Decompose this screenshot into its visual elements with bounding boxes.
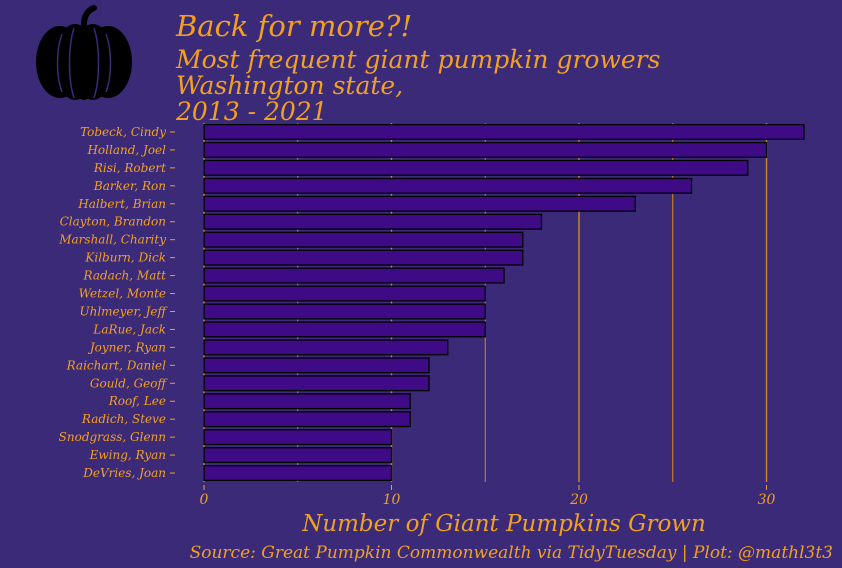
bar	[203, 249, 524, 266]
pumpkin-icon	[36, 5, 132, 100]
y-tick-label: LaRue, Jack	[92, 322, 166, 336]
y-tick-label: Risi, Robert	[93, 161, 166, 175]
y-tick-label: Tobeck, Cindy	[80, 125, 166, 139]
bar	[203, 195, 636, 212]
chart-subtitle-line-1: Most frequent giant pumpkin growers	[175, 45, 660, 74]
bar	[203, 213, 543, 230]
y-tick-label: Wetzel, Monte	[79, 287, 166, 301]
y-tick-label: Radich, Steve	[81, 412, 166, 426]
grid-lines	[203, 123, 768, 482]
bar	[203, 447, 393, 464]
bar	[203, 267, 505, 284]
chart-subtitle-line-2: Washington state,	[176, 71, 403, 100]
y-tick-label: Raichart, Daniel	[66, 358, 167, 372]
x-tick-label: 20	[569, 492, 588, 508]
bar	[203, 285, 486, 302]
chart-title: Back for more?!	[175, 9, 412, 43]
bar	[203, 339, 449, 356]
bar	[203, 231, 524, 248]
y-tick-label: Barker, Ron	[93, 179, 166, 193]
bars	[203, 123, 805, 482]
bar	[203, 393, 411, 410]
y-tick-label: Radach, Matt	[83, 269, 167, 283]
chart-caption: Source: Great Pumpkin Commonwealth via T…	[190, 543, 833, 563]
y-tick-label: DeVries, Joan	[82, 466, 166, 480]
bar	[203, 321, 486, 338]
y-tick-label: Ewing, Ryan	[89, 448, 166, 462]
x-tick-label: 0	[200, 492, 209, 508]
x-tick-label: 10	[383, 492, 401, 508]
y-tick-label: Uhlmeyer, Jeff	[79, 304, 168, 318]
y-tick-label: Gould, Geoff	[90, 376, 169, 390]
bar	[203, 303, 486, 320]
y-tick-label: Kilburn, Dick	[84, 251, 166, 265]
y-tick-label: Roof, Lee	[108, 394, 166, 408]
y-tick-label: Halbert, Brian	[77, 197, 166, 211]
bar	[203, 465, 393, 482]
y-tick-label: Clayton, Brandon	[60, 215, 166, 229]
bar	[203, 375, 430, 392]
x-tick-label: 30	[758, 492, 776, 508]
y-axis-labels: Tobeck, Cindy Holland, Joel Risi, Robert Ba…	[58, 125, 175, 480]
y-tick-label: Marshall, Charity	[58, 233, 166, 247]
bar	[203, 429, 393, 446]
x-axis-ticks: 0 10 20 30	[200, 485, 776, 508]
bar	[203, 177, 693, 194]
y-tick-label: Joyner, Ryan	[87, 340, 166, 354]
bar	[203, 159, 749, 176]
y-tick-label: Holland, Joel	[86, 143, 166, 157]
y-tick-label: Snodgrass, Glenn	[59, 430, 166, 444]
x-axis-title: Number of Giant Pumpkins Grown	[301, 511, 706, 537]
bar	[203, 141, 768, 158]
bar	[203, 123, 805, 140]
bar	[203, 357, 430, 374]
bar	[203, 411, 411, 428]
chart-subtitle-line-3: 2013 - 2021	[175, 97, 328, 126]
